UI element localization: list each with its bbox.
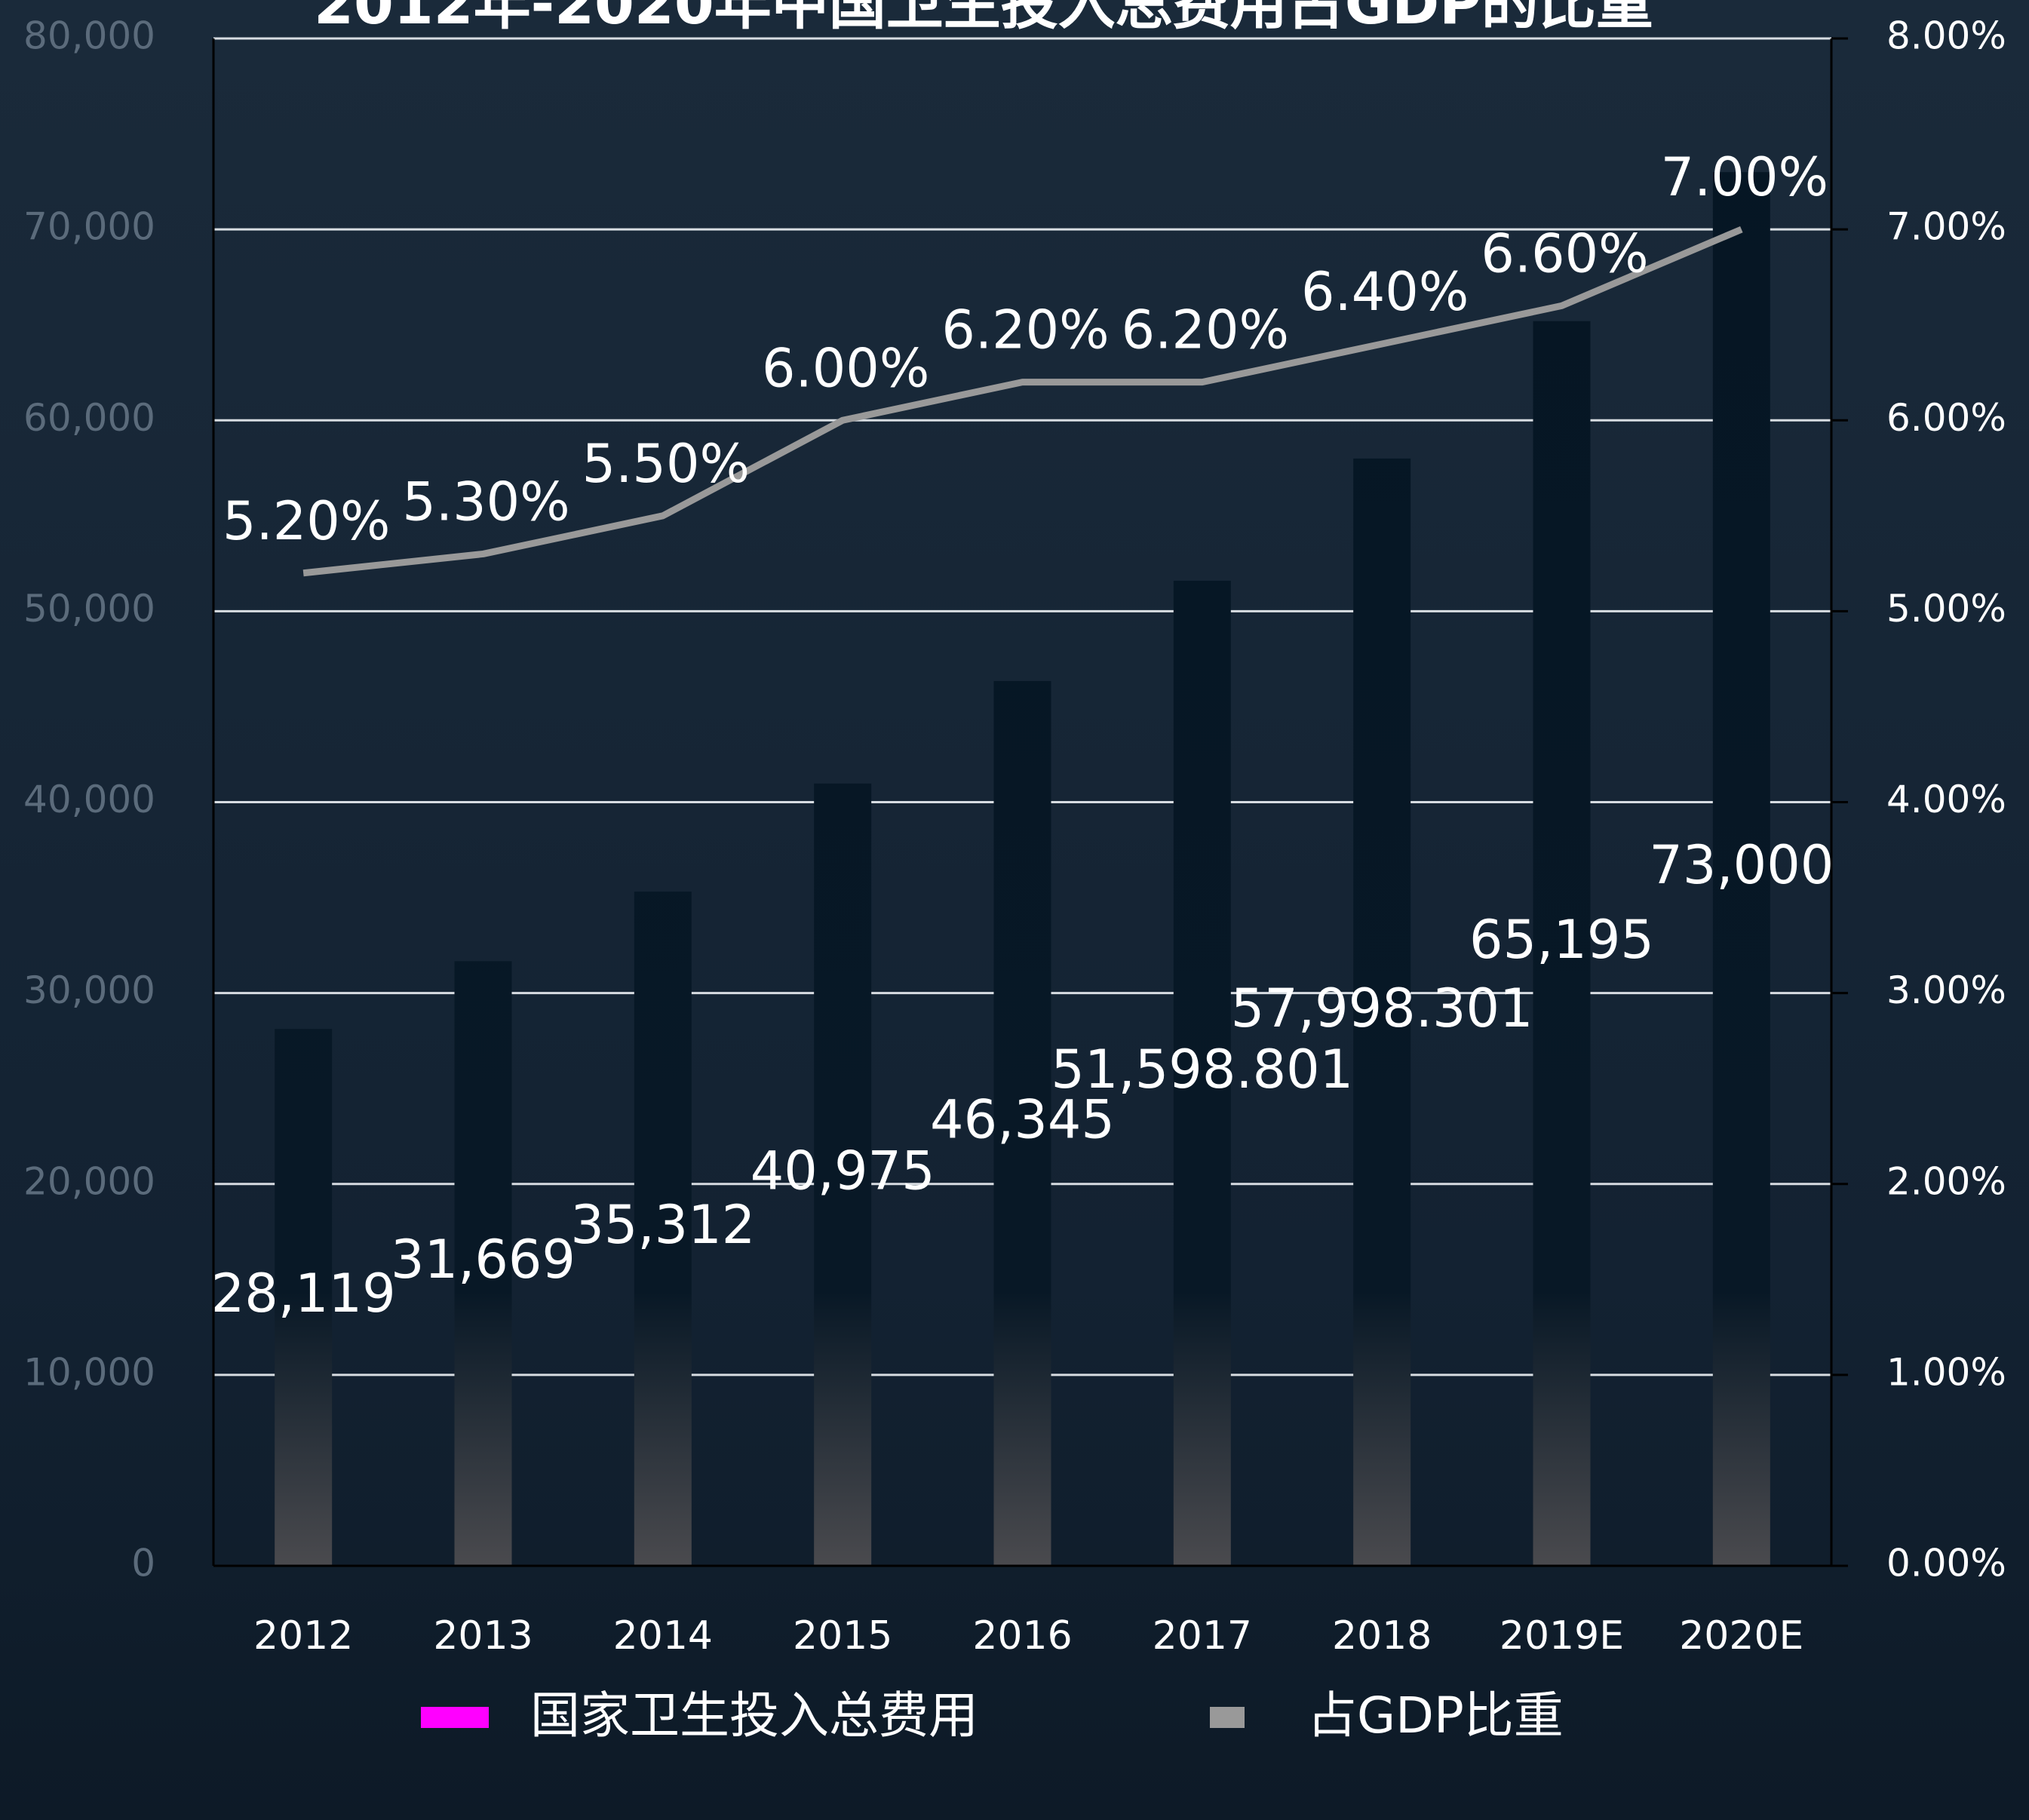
legend-label: 国家卫生投入总费用 [530, 1686, 978, 1745]
bars [275, 172, 1770, 1567]
bar-value-label: 28,119 [211, 1263, 396, 1324]
x-tick-label: 2019E [1499, 1613, 1624, 1659]
x-tick-label: 2017 [1153, 1613, 1252, 1659]
legend-item: 国家卫生投入总费用 [530, 1686, 978, 1745]
line-value-label: 6.40% [1301, 261, 1469, 323]
foreground: 0 10,000 20,000 30,000 40,000 50,000 60,000 70,… [23, 14, 2006, 1745]
bar-value-label: 46,345 [930, 1088, 1115, 1150]
legend-item: 占GDP比重 [1307, 1686, 1564, 1745]
bar [1173, 580, 1231, 1567]
y2-tick-label: 3.00% [1886, 968, 2006, 1012]
line-value-label: 6.60% [1481, 223, 1648, 284]
y-tick-label: 0 [131, 1542, 155, 1585]
x-tick-label: 2016 [972, 1613, 1072, 1659]
bar-value-label: 57,998.301 [1231, 978, 1533, 1039]
x-tick-label: 2014 [613, 1613, 713, 1659]
line-value-label: 6.20% [1122, 299, 1289, 361]
bar [993, 680, 1051, 1566]
x-tick-label: 2013 [433, 1613, 533, 1659]
bar [1712, 172, 1770, 1566]
y-tick-label: 60,000 [23, 396, 155, 440]
bar-value-label: 40,975 [751, 1140, 935, 1202]
chart-title: 2012年-2020年中国卫生投入总费用占GDP的比重 [314, 0, 1653, 37]
bar [814, 783, 872, 1566]
line-value-label: 6.00% [762, 337, 929, 399]
legend-swatch [421, 1707, 489, 1728]
bar-value-label: 31,669 [391, 1229, 576, 1291]
y2-tick-label: 2.00% [1886, 1159, 2006, 1203]
y-tick-label: 30,000 [23, 968, 155, 1012]
y2-tick-label: 1.00% [1886, 1350, 2006, 1394]
line [302, 226, 1743, 577]
bar-value-label: 65,195 [1469, 909, 1654, 971]
y2-tick-label: 8.00% [1886, 14, 2006, 58]
y2-tick-label: 6.00% [1886, 396, 2006, 440]
y-tick-label: 40,000 [23, 778, 155, 821]
x-tick-label: 2015 [793, 1613, 892, 1659]
bar [454, 961, 512, 1566]
bar [275, 1029, 333, 1566]
line-value-label: 5.20% [223, 490, 390, 552]
y-tick-label: 80,000 [23, 14, 155, 58]
x-tick-label: 2020E [1679, 1613, 1803, 1659]
line-value-label: 5.50% [582, 433, 750, 495]
legend-swatch [1210, 1707, 1245, 1728]
line-value-label: 7.00% [1661, 146, 1828, 208]
bar [1353, 458, 1411, 1567]
bar-value-label: 51,598.801 [1051, 1039, 1353, 1100]
y-tick-label: 50,000 [23, 587, 155, 631]
y-tick-label: 70,000 [23, 205, 155, 249]
bar-value-label: 73,000 [1649, 834, 1834, 896]
y2-tick-label: 5.00% [1886, 587, 2006, 631]
legend-label: 占GDP比重 [1307, 1686, 1564, 1745]
bar-value-label: 35,312 [570, 1194, 755, 1256]
y2-tick-label: 7.00% [1886, 205, 2006, 249]
y-tick-label: 10,000 [23, 1350, 155, 1394]
y2-tick-label: 0.00% [1886, 1542, 2006, 1585]
bar [634, 892, 692, 1566]
x-tick-label: 2018 [1332, 1613, 1432, 1659]
y2-tick-label: 4.00% [1886, 778, 2006, 821]
line-value-label: 5.30% [402, 471, 569, 532]
x-tick-label: 2012 [253, 1613, 353, 1659]
y-tick-label: 20,000 [23, 1159, 155, 1203]
line-value-label: 6.20% [941, 299, 1109, 361]
bar [1533, 321, 1591, 1566]
